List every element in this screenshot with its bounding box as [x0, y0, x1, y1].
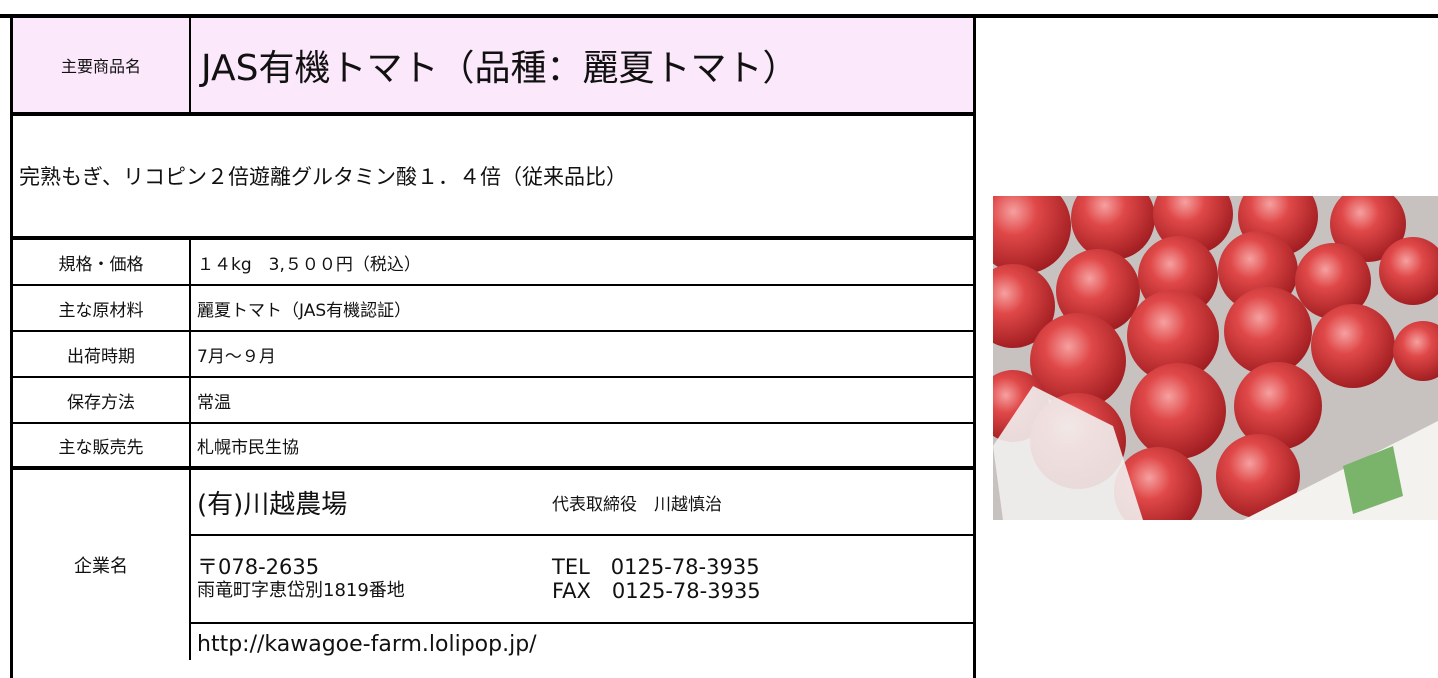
telephone: TEL 0125-78-3935: [552, 555, 760, 579]
company-name: (有)川越農場: [197, 489, 348, 520]
spec-label: 主な販売先: [58, 437, 144, 458]
spec-value: 7月～９月: [197, 346, 276, 367]
page: {"product": {"label": "主要商品名", "name": "…: [0, 14, 1438, 678]
rule: [10, 466, 976, 470]
product-name: JAS有機トマト（品種：麗夏トマト）: [201, 48, 799, 89]
representative: 代表取締役 川越慎治: [552, 494, 722, 515]
rule: [10, 236, 976, 240]
company-label: 企業名: [74, 556, 128, 577]
spec-label: 主な原材料: [58, 300, 144, 321]
column-rule: [189, 18, 191, 112]
column-rule: [189, 240, 191, 660]
top-border: [0, 14, 1438, 18]
postal-code: 〒078-2635: [197, 555, 320, 579]
rule: [10, 376, 976, 378]
spec-value: 常温: [197, 392, 231, 413]
product-label: 主要商品名: [60, 57, 141, 76]
spec-label: 出荷時期: [67, 346, 135, 367]
spec-value: 麗夏トマト（JAS有機認証）: [197, 300, 412, 321]
rule: [190, 622, 976, 624]
website-link[interactable]: http://kawagoe-farm.lolipop.jp/: [197, 632, 537, 657]
table-frame: [10, 18, 976, 678]
fax: FAX 0125-78-3935: [552, 579, 761, 603]
description: 完熟もぎ、リコピン２倍遊離グルタミン酸１．４倍（従来品比）: [19, 165, 627, 189]
rule: [10, 330, 976, 332]
header-background: [13, 18, 973, 112]
spec-value: １４kg 3,５００円（税込）: [197, 254, 421, 275]
address: 雨竜町字恵岱別1819番地: [197, 580, 405, 601]
product-photo: [993, 196, 1438, 520]
rule: [190, 534, 976, 536]
spec-label: 規格・価格: [58, 254, 144, 275]
spec-value: 札幌市民生協: [197, 437, 299, 458]
rule: [10, 112, 976, 116]
rule: [10, 284, 976, 286]
rule: [10, 422, 976, 424]
spec-label: 保存方法: [67, 392, 135, 413]
